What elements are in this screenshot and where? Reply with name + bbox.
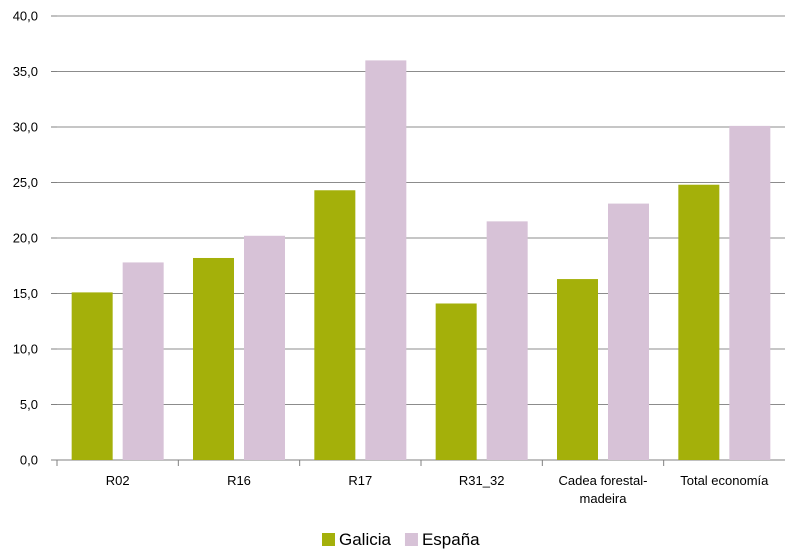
bar-galicia — [193, 258, 234, 460]
y-tick-label: 15,0 — [13, 286, 38, 301]
x-category-label: R17 — [348, 473, 372, 488]
y-tick-label: 0,0 — [20, 453, 38, 468]
y-tick-label: 20,0 — [13, 231, 38, 246]
y-tick-label: 5,0 — [20, 397, 38, 412]
bar-españa — [487, 221, 528, 460]
bar-españa — [365, 60, 406, 460]
x-category-label: Cadea forestal-madeira — [559, 473, 648, 506]
gridlines — [57, 16, 785, 460]
bar-galicia — [678, 185, 719, 460]
legend: Galicia España — [322, 530, 480, 549]
x-category-label: R16 — [227, 473, 251, 488]
x-category-label: R02 — [106, 473, 130, 488]
y-tick-label: 10,0 — [13, 342, 38, 357]
legend-label-españa: España — [422, 530, 480, 549]
bar-españa — [244, 236, 285, 460]
y-tick-label: 40,0 — [13, 9, 38, 24]
legend-label-galicia: Galicia — [339, 530, 392, 549]
y-tick-label: 30,0 — [13, 120, 38, 135]
x-category-label: Total economía — [680, 473, 769, 488]
x-axis: R02 R16 R17 R31_32 Cadea forestal-madeira Tot… — [57, 460, 769, 506]
y-tick-label: 35,0 — [13, 64, 38, 79]
y-axis-ticks: 0,0 5,0 10,0 15,0 20,0 25,0 30,0 35,0 40,0 — [13, 9, 57, 468]
legend-swatch-españa — [405, 533, 418, 546]
bar-españa — [608, 204, 649, 460]
legend-swatch-galicia — [322, 533, 335, 546]
bar-galicia — [314, 190, 355, 460]
bar-galicia — [557, 279, 598, 460]
bar-galicia — [72, 292, 113, 460]
x-category-label: R31_32 — [459, 473, 505, 488]
y-tick-label: 25,0 — [13, 175, 38, 190]
bar-españa — [729, 126, 770, 460]
bar-españa — [123, 262, 164, 460]
bars — [72, 60, 771, 460]
bar-galicia — [436, 303, 477, 460]
